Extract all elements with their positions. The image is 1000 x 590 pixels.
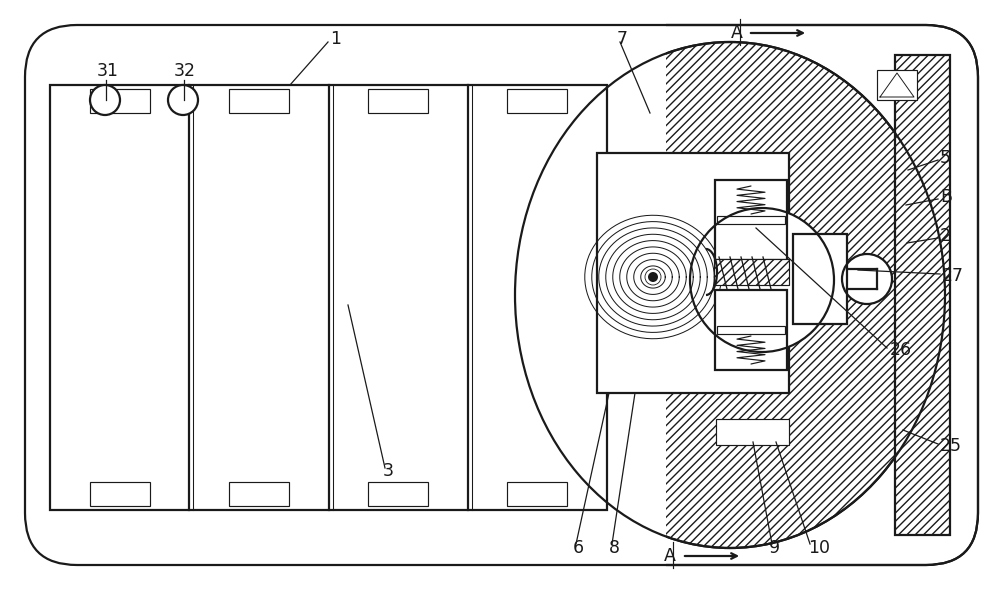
Bar bbox=[793, 234, 847, 324]
Text: 5: 5 bbox=[940, 149, 951, 167]
Ellipse shape bbox=[515, 42, 945, 548]
Bar bbox=[50, 85, 607, 510]
Circle shape bbox=[842, 254, 892, 304]
Bar bbox=[229, 89, 289, 113]
Bar bbox=[715, 290, 787, 370]
Bar bbox=[507, 89, 567, 113]
Bar bbox=[597, 153, 789, 393]
Bar bbox=[717, 326, 785, 334]
Text: 2: 2 bbox=[940, 227, 951, 245]
Text: 25: 25 bbox=[940, 437, 962, 455]
Bar bbox=[597, 153, 789, 393]
Circle shape bbox=[690, 208, 834, 352]
Bar bbox=[716, 419, 789, 445]
Bar bbox=[715, 290, 787, 370]
Bar bbox=[717, 216, 785, 224]
Circle shape bbox=[645, 269, 661, 285]
Text: 31: 31 bbox=[97, 62, 119, 80]
Text: A: A bbox=[664, 547, 676, 565]
Text: 26: 26 bbox=[890, 341, 912, 359]
Bar bbox=[715, 180, 787, 260]
Circle shape bbox=[90, 85, 120, 115]
Bar bbox=[368, 482, 428, 506]
FancyBboxPatch shape bbox=[25, 25, 978, 565]
Text: 27: 27 bbox=[942, 267, 964, 285]
Text: 3: 3 bbox=[383, 462, 394, 480]
Circle shape bbox=[648, 272, 658, 282]
Bar bbox=[229, 482, 289, 506]
Bar bbox=[716, 419, 789, 445]
Text: 1: 1 bbox=[330, 30, 341, 48]
Bar bbox=[48, 83, 609, 512]
Text: B: B bbox=[940, 188, 952, 206]
Text: A: A bbox=[731, 24, 743, 42]
Text: 9: 9 bbox=[769, 539, 780, 557]
Bar bbox=[895, 55, 950, 535]
Text: 8: 8 bbox=[609, 539, 620, 557]
Bar bbox=[0, 0, 666, 590]
Text: 32: 32 bbox=[174, 62, 196, 80]
Text: 6: 6 bbox=[573, 539, 584, 557]
Bar bbox=[90, 89, 150, 113]
Bar bbox=[877, 70, 917, 100]
Bar bbox=[90, 482, 150, 506]
Bar bbox=[714, 259, 789, 285]
Bar bbox=[793, 234, 847, 324]
Circle shape bbox=[168, 85, 198, 115]
Text: 7: 7 bbox=[617, 30, 628, 48]
Bar bbox=[715, 180, 787, 260]
Bar bbox=[877, 70, 917, 100]
Bar bbox=[368, 89, 428, 113]
Text: 10: 10 bbox=[808, 539, 830, 557]
Bar bbox=[507, 482, 567, 506]
